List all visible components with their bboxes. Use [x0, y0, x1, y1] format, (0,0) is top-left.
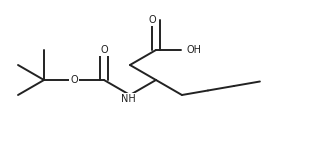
- Text: O: O: [70, 75, 78, 85]
- Text: OH: OH: [187, 45, 202, 55]
- Text: NH: NH: [121, 94, 135, 103]
- Text: O: O: [148, 15, 156, 25]
- Text: O: O: [100, 45, 108, 55]
